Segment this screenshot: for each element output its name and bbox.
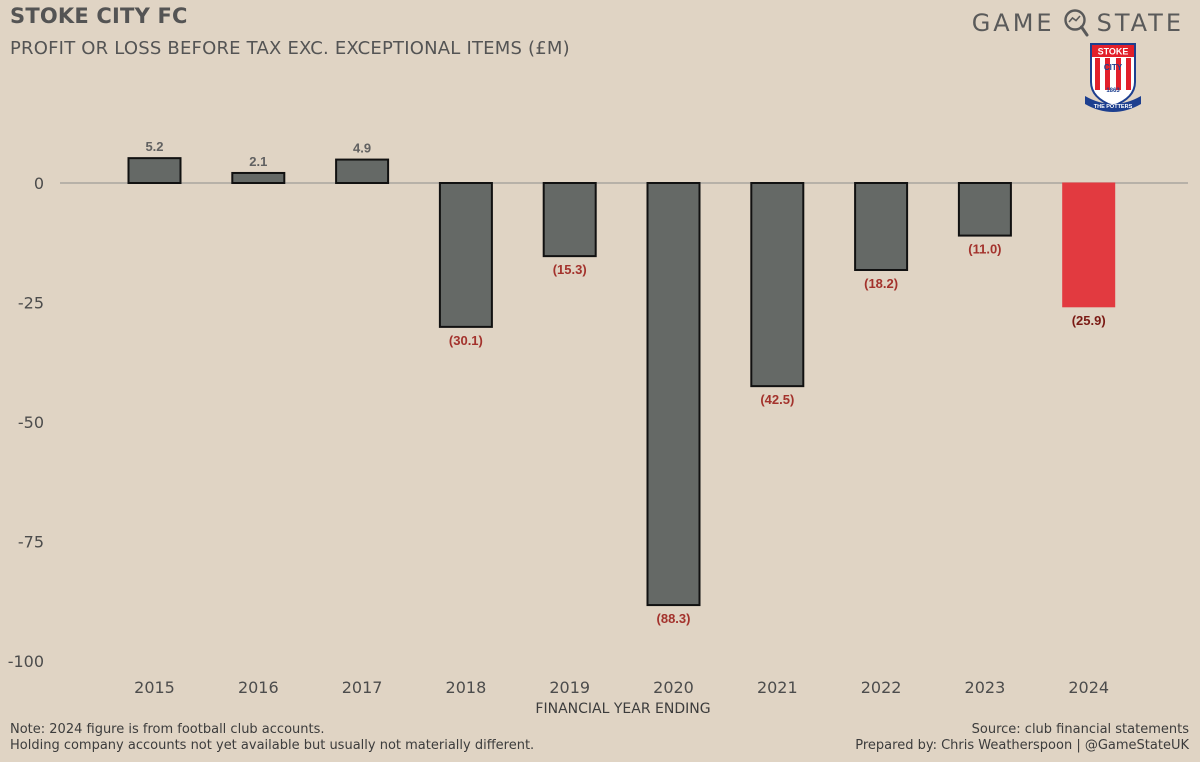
chart-subtitle: PROFIT OR LOSS BEFORE TAX EXC. EXCEPTION…	[10, 38, 570, 59]
y-tick-label: -50	[18, 413, 44, 432]
bar-2023	[957, 182, 1012, 237]
magnifier-icon	[1063, 9, 1089, 37]
data-label-2017: 4.9	[353, 141, 371, 156]
data-label-2016: 2.1	[249, 154, 267, 169]
bar-2021	[750, 182, 805, 388]
bar-2019	[542, 182, 597, 258]
x-tick-label: 2015	[134, 678, 175, 697]
x-tick-label: 2016	[238, 678, 279, 697]
y-tick-label: -25	[18, 294, 44, 313]
chart-title: STOKE CITY FC	[10, 4, 188, 28]
data-label-2015: 5.2	[145, 139, 163, 154]
bar-2018	[438, 182, 493, 328]
x-tick-label: 2019	[549, 678, 590, 697]
x-axis: 2015 2016 2017 2018 2019 2020 2021 2022 2023 2024	[134, 678, 1109, 697]
footer-note-line2: Holding company accounts not yet availab…	[10, 738, 535, 753]
x-tick-label: 2017	[342, 678, 383, 697]
bar-2022	[854, 182, 909, 271]
data-label-2024: (25.9)	[1072, 313, 1106, 328]
crest-mid-text: CITY	[1104, 63, 1123, 72]
bars	[127, 157, 1116, 607]
y-tick-label: -75	[18, 533, 44, 552]
data-label-2022: (18.2)	[864, 276, 898, 291]
x-axis-label: FINANCIAL YEAR ENDING	[535, 701, 710, 717]
crest-year: 1863	[1106, 88, 1120, 94]
stoke-city-crest: STOKE CITY 1863 THE POTTERS	[1085, 43, 1141, 112]
bar-2016	[231, 171, 286, 185]
x-tick-label: 2023	[965, 678, 1006, 697]
data-label-2020: (88.3)	[657, 611, 691, 626]
x-tick-label: 2020	[653, 678, 694, 697]
data-label-2019: (15.3)	[553, 262, 587, 277]
brand-logo: GAME STATE	[972, 8, 1184, 38]
brand-word-left: GAME	[971, 9, 1055, 37]
x-tick-label: 2022	[861, 678, 902, 697]
brand-word-right: STATE	[1096, 9, 1184, 37]
bar-2020	[646, 182, 701, 607]
footer-source: Source: club financial statements	[971, 722, 1189, 737]
y-axis: 0 -25 -50 -75 -100	[8, 174, 44, 671]
x-tick-label: 2024	[1068, 678, 1109, 697]
crest-ribbon: THE POTTERS	[1094, 104, 1133, 110]
y-tick-label: -100	[8, 652, 44, 671]
data-labels: 5.2 2.1 4.9 (30.1) (15.3) (88.3) (42.5) (18.2) (…	[145, 139, 1105, 626]
footer-note-line1: Note: 2024 figure is from football club …	[10, 722, 325, 737]
data-label-2018: (30.1)	[449, 333, 483, 348]
footer-credit: Prepared by: Chris Weatherspoon | @GameS…	[855, 738, 1189, 753]
bar-2024	[1062, 182, 1116, 308]
data-label-2023: (11.0)	[968, 242, 1001, 257]
footer-note: Note: 2024 figure is from football club …	[10, 722, 534, 754]
footer-credits: Source: club financial statements Prepar…	[855, 722, 1189, 754]
crest-top-text: STOKE	[1098, 47, 1129, 57]
bar-2017	[335, 158, 390, 185]
x-tick-label: 2021	[757, 678, 798, 697]
x-tick-label: 2018	[446, 678, 487, 697]
bar-2015	[127, 157, 182, 184]
y-tick-label: 0	[34, 174, 44, 193]
data-label-2021: (42.5)	[760, 392, 794, 407]
